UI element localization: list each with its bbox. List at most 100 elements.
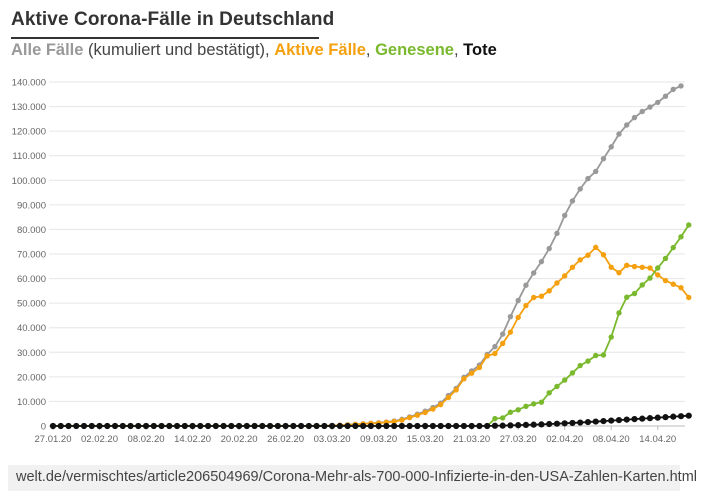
data-point xyxy=(406,422,413,430)
title-underline xyxy=(11,37,319,39)
data-point xyxy=(678,234,684,240)
data-point xyxy=(623,416,630,423)
data-point xyxy=(577,419,584,426)
data-point xyxy=(647,104,653,110)
data-point xyxy=(662,93,669,99)
data-point xyxy=(212,422,219,430)
data-point xyxy=(678,83,684,89)
data-point xyxy=(670,413,677,420)
data-point xyxy=(647,265,653,271)
data-point xyxy=(492,415,498,422)
data-point xyxy=(499,331,506,337)
data-point xyxy=(655,99,661,106)
data-point xyxy=(554,280,560,286)
legend-separator: , xyxy=(453,41,464,59)
series-line xyxy=(53,246,690,427)
data-point xyxy=(562,212,568,219)
data-point xyxy=(631,114,638,121)
source-link[interactable]: welt.de/vermischtes/article206504969/Cor… xyxy=(16,469,698,485)
data-point xyxy=(553,420,561,427)
y-tick-label: 50.000 xyxy=(17,299,46,310)
data-point xyxy=(437,422,444,430)
x-tick-label: 14.02.20 xyxy=(174,434,211,445)
data-point xyxy=(585,175,591,182)
data-point xyxy=(507,422,514,429)
data-point xyxy=(181,422,188,430)
data-point xyxy=(639,108,645,115)
data-point xyxy=(220,422,227,430)
data-point xyxy=(608,334,614,340)
data-point xyxy=(639,282,645,288)
data-point xyxy=(65,422,72,430)
data-point xyxy=(554,230,560,237)
data-point xyxy=(507,409,514,415)
data-point xyxy=(422,422,429,430)
data-point xyxy=(507,313,514,320)
data-point xyxy=(608,264,614,270)
series-line xyxy=(53,224,690,427)
x-tick-label: 14.04.20 xyxy=(639,434,676,445)
x-tick-label: 26.02.20 xyxy=(267,434,304,445)
legend-separator: , xyxy=(365,41,376,59)
data-point xyxy=(73,422,80,430)
x-tick-label: 08.04.20 xyxy=(593,434,630,445)
data-point xyxy=(686,294,692,301)
data-point xyxy=(468,422,475,430)
data-point xyxy=(546,245,552,252)
data-point xyxy=(460,422,468,430)
data-point xyxy=(546,288,552,294)
data-point xyxy=(677,413,685,420)
data-point xyxy=(352,422,359,430)
data-point xyxy=(491,422,499,429)
data-point xyxy=(600,352,607,358)
x-tick-label: 21.03.20 xyxy=(453,434,490,445)
data-point xyxy=(251,422,258,430)
y-tick-label: 40.000 xyxy=(17,323,46,334)
data-point xyxy=(375,422,382,430)
data-point xyxy=(615,417,623,424)
data-point xyxy=(189,422,196,430)
data-point xyxy=(670,281,676,287)
data-point xyxy=(305,422,312,430)
data-point xyxy=(453,422,460,430)
line-chart: 0 10.000 20.000 30.000 40.000 50.000 60.000 70.… xyxy=(12,78,692,445)
legend-all-suffix: (kumuliert und bestätigt), xyxy=(83,41,275,59)
data-point xyxy=(600,155,607,162)
data-point xyxy=(538,399,545,405)
data-point xyxy=(631,263,638,270)
data-point xyxy=(398,422,405,430)
data-point xyxy=(577,257,583,263)
x-tick-label: 03.03.20 xyxy=(314,434,351,445)
x-tick-label: 09.03.20 xyxy=(360,434,397,445)
data-point xyxy=(321,422,328,430)
data-point xyxy=(437,401,444,408)
data-point xyxy=(298,422,305,430)
data-point xyxy=(686,222,692,228)
y-tick-label: 10.000 xyxy=(17,397,46,408)
data-point xyxy=(336,422,343,430)
data-point xyxy=(329,422,336,430)
data-point xyxy=(282,422,289,430)
data-point xyxy=(577,186,583,192)
data-point xyxy=(593,352,599,359)
data-point xyxy=(538,293,545,299)
data-point xyxy=(600,417,607,425)
data-point xyxy=(360,422,367,430)
data-point xyxy=(662,277,669,284)
data-point xyxy=(569,419,576,427)
data-point xyxy=(624,262,630,268)
y-tick-label: 0 xyxy=(41,422,46,433)
y-tick-label: 80.000 xyxy=(17,225,46,236)
data-point xyxy=(166,422,173,430)
data-point xyxy=(453,387,459,393)
legend-line: Alle Fälle (kumuliert und bestätigt), Ak… xyxy=(11,41,497,60)
data-point xyxy=(585,252,591,258)
data-point xyxy=(654,414,661,421)
series-tote xyxy=(49,412,692,430)
data-point xyxy=(569,370,576,376)
x-tick-label: 08.02.20 xyxy=(128,434,165,445)
data-point xyxy=(204,422,212,430)
data-point xyxy=(80,422,88,430)
data-point xyxy=(662,255,669,262)
x-tick-label: 02.02.20 xyxy=(81,434,118,445)
